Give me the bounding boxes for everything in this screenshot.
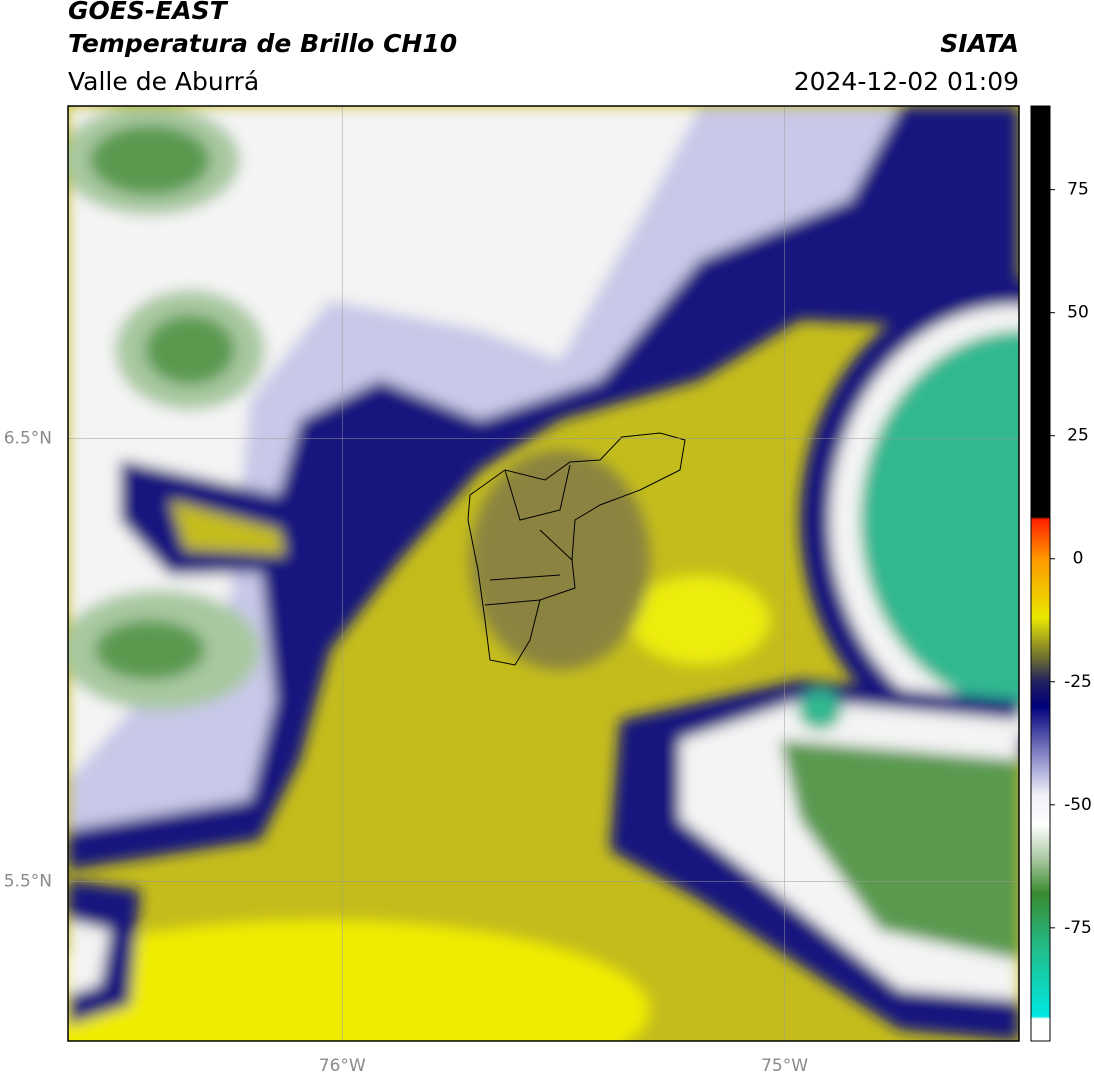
lon-label: 76°W <box>319 1056 366 1076</box>
colorbar-tick-label: 25 <box>1067 426 1089 446</box>
valle-aburra-outline <box>467 432 686 666</box>
agency: SIATA <box>940 29 1019 58</box>
graticule <box>68 106 1019 1041</box>
region-title: Valle de Aburrá <box>68 67 259 96</box>
colorbar-tick-label: -25 <box>1064 672 1092 692</box>
colorbar-tick-label: 0 <box>1073 549 1084 569</box>
lat-label: 6.5°N <box>4 428 52 448</box>
colorbar-tick-label: -50 <box>1064 795 1092 815</box>
colorbar-tick-label: 75 <box>1067 180 1089 200</box>
colorbar-tick-label: 50 <box>1067 303 1089 323</box>
colorbar-tick-label: -75 <box>1064 918 1092 938</box>
lon-label: 75°W <box>761 1056 808 1076</box>
lat-label: 5.5°N <box>4 871 52 891</box>
product-title: Temperatura de Brillo CH10 <box>68 29 457 58</box>
map-frame <box>67 105 1020 1042</box>
satellite-title: GOES-EAST <box>68 0 229 25</box>
timestamp: 2024-12-02 01:09 <box>794 67 1019 96</box>
colorbar <box>1030 105 1051 1042</box>
temperature-field <box>68 106 1019 1041</box>
